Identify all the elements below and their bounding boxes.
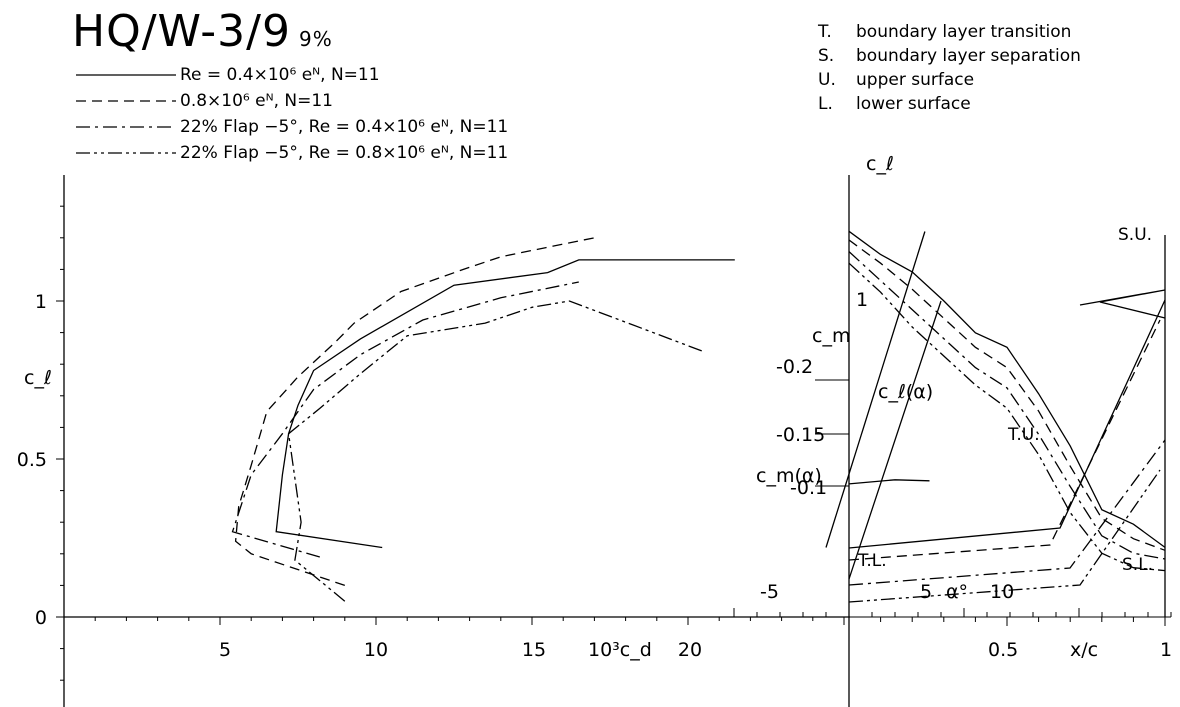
cl-alpha-line: [848, 300, 942, 580]
title-thickness: 9%: [298, 27, 333, 51]
annotation-sl: S.L.: [1122, 555, 1153, 575]
transition-line: [848, 262, 1166, 572]
alpha-tick-label: -5: [760, 581, 779, 603]
polar-series-line: [287, 300, 704, 602]
title-main: HQ/W-3/9: [72, 6, 291, 57]
lift-y-label: c_ℓ: [866, 153, 894, 175]
cl-tick-label: 1: [856, 289, 868, 311]
cm-tick-label: -0.2: [776, 356, 813, 378]
polar-y-label: c_ℓ: [24, 367, 52, 389]
transition-line: [848, 469, 1161, 603]
key-code: T.: [818, 22, 832, 42]
transition-line: [848, 319, 1161, 561]
x-tick-label: 10: [364, 639, 388, 661]
key-item: U. upper surface: [818, 68, 1081, 92]
legend-label: 22% Flap −5°, Re = 0.8×10⁶ eᴺ, N=11: [180, 143, 509, 163]
cm-tick-label: -0.15: [776, 424, 825, 446]
legend-swatch: [76, 126, 176, 128]
y-tick-label: 1: [35, 291, 47, 313]
key-text: upper surface: [856, 70, 975, 90]
alpha-tick-label: 10: [990, 581, 1014, 603]
x-tick-label: 15: [522, 639, 546, 661]
legend-item: 0.8×10⁶ eᴺ, N=11: [76, 88, 508, 114]
transition-line: [848, 299, 1166, 549]
alpha-ticks: [733, 608, 1172, 626]
x-tick-label: 5: [219, 639, 231, 661]
key-code: U.: [818, 70, 836, 90]
key-item: S. boundary layer separation: [818, 44, 1081, 68]
polar-x-label: 10³c_d: [588, 639, 652, 661]
legend-item: Re = 0.4×10⁶ eᴺ, N=11: [76, 62, 508, 88]
cm-tick-label: -0.1: [790, 477, 827, 499]
cm-axis-label: c_m: [812, 325, 850, 347]
annotation-tu: T.U.: [1007, 425, 1040, 445]
lift-series: [825, 231, 942, 580]
legend-swatch: [76, 74, 176, 76]
xc-axis-label: x/c: [1070, 639, 1098, 661]
transition-line: [848, 439, 1166, 586]
transition-line: [848, 230, 1166, 548]
polar-ticks: [56, 205, 845, 681]
cm-alpha-label: c_m(α): [756, 465, 822, 487]
transition-line: [848, 239, 1166, 551]
key-text: boundary layer transition: [856, 22, 1072, 42]
y-tick-label: 0.5: [17, 449, 47, 471]
key-code: L.: [818, 94, 833, 114]
transition-series: [848, 230, 1166, 603]
key-item: L. lower surface: [818, 92, 1081, 116]
y-tick-label: 0: [35, 607, 47, 629]
legend-item: 22% Flap −5°, Re = 0.8×10⁶ eᴺ, N=11: [76, 140, 508, 166]
legend-label: Re = 0.4×10⁶ eᴺ, N=11: [180, 65, 380, 85]
polar-series-line: [231, 281, 579, 558]
cl-alpha-line: [825, 231, 926, 548]
cm-alpha-line: [848, 479, 930, 485]
polar-series: [231, 237, 735, 602]
annotation-su: S.U.: [1118, 225, 1152, 245]
legend-label: 0.8×10⁶ eᴺ, N=11: [180, 91, 333, 111]
legend-label: 22% Flap −5°, Re = 0.4×10⁶ eᴺ, N=11: [180, 117, 509, 137]
legend: Re = 0.4×10⁶ eᴺ, N=11 0.8×10⁶ eᴺ, N=11 2…: [76, 62, 508, 166]
cl-alpha-label: c_ℓ(α): [878, 381, 933, 403]
annotation-key: T. boundary layer transition S. boundary l…: [818, 20, 1081, 116]
polar-series-line: [275, 259, 735, 549]
separation-line: [1079, 289, 1166, 319]
chart-title: HQ/W-3/9 9%: [72, 10, 333, 54]
legend-item: 22% Flap −5°, Re = 0.4×10⁶ eᴺ, N=11: [76, 114, 508, 140]
alpha-axis-label: α°: [946, 581, 968, 603]
legend-swatch: [76, 152, 176, 154]
transition-line: [848, 251, 1166, 560]
x-tick-label: 20: [678, 639, 702, 661]
key-code: S.: [818, 46, 835, 66]
legend-swatch: [76, 100, 176, 102]
xc-tick-label: 1: [1160, 639, 1172, 661]
polar-series-line: [234, 237, 595, 587]
annotation-tl: T.L.: [857, 551, 887, 571]
key-text: lower surface: [856, 94, 971, 114]
xc-tick-label: 0.5: [988, 639, 1018, 661]
alpha-tick-label: 5: [920, 581, 932, 603]
key-text: boundary layer separation: [856, 46, 1081, 66]
key-item: T. boundary layer transition: [818, 20, 1081, 44]
